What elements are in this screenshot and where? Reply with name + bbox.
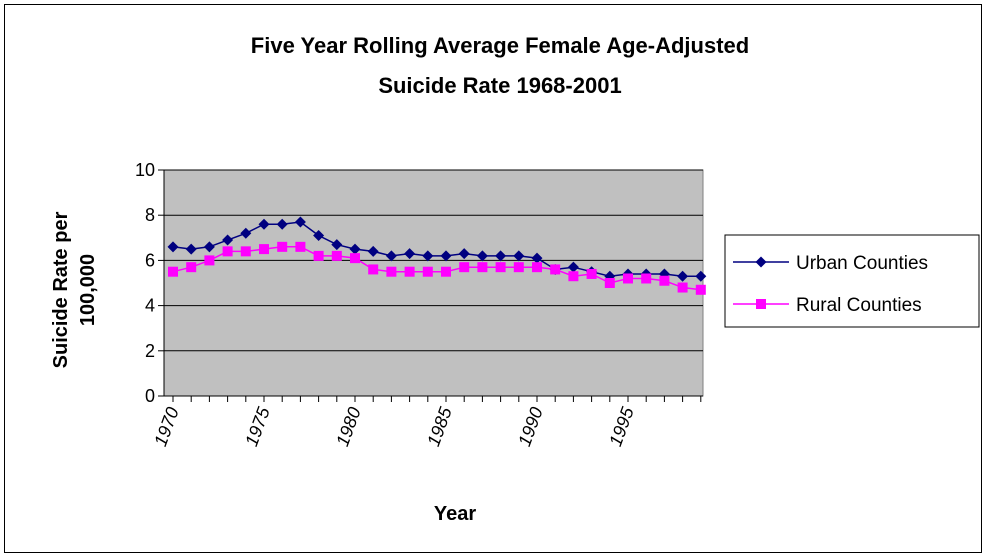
x-tick-label: 1990 xyxy=(514,405,546,449)
rural-data-point xyxy=(240,246,251,257)
urban-data-point xyxy=(422,250,434,262)
rural-data-point xyxy=(641,273,652,284)
rural-data-point xyxy=(513,262,524,273)
urban-data-point xyxy=(167,241,179,253)
rural-data-point xyxy=(277,241,288,252)
rural-data-point xyxy=(295,241,306,252)
y-axis-title-line2: 100,000 xyxy=(77,254,99,326)
legend-urban-label: Urban Counties xyxy=(796,253,928,274)
urban-data-point xyxy=(185,243,197,255)
rural-data-point xyxy=(550,264,561,275)
urban-data-point xyxy=(458,248,470,260)
rural-data-point xyxy=(495,262,506,273)
urban-data-point xyxy=(567,261,579,273)
rural-data-point xyxy=(404,266,415,277)
urban-data-point xyxy=(695,270,707,282)
x-tick-label: 1985 xyxy=(423,404,456,449)
urban-data-point xyxy=(404,248,416,260)
rural-data-point xyxy=(186,262,197,273)
chart-title-line1: Five Year Rolling Average Female Age-Adj… xyxy=(251,33,749,58)
rural-data-point xyxy=(168,266,178,277)
rural-data-point xyxy=(568,271,579,282)
urban-data-point xyxy=(367,245,379,257)
legend-urban-diamond-icon xyxy=(755,256,767,268)
urban-data-point xyxy=(258,218,270,230)
urban-data-point xyxy=(476,250,488,262)
rural-data-point xyxy=(386,266,397,277)
urban-data-point xyxy=(513,250,525,262)
urban-data-point xyxy=(495,250,507,262)
rural-data-point xyxy=(604,278,615,288)
rural-data-point xyxy=(422,266,433,277)
chart-title-line2: Suicide Rate 1968-2001 xyxy=(378,73,621,98)
plot-area: 0 2 4 6 8 10 1970 1975 1980 1985 1990 1995 xyxy=(135,160,707,449)
urban-data-point xyxy=(677,270,689,282)
urban-data-point xyxy=(313,230,325,242)
rural-data-point xyxy=(659,275,670,286)
rural-data-point xyxy=(586,268,597,279)
y-tick-label: 0 xyxy=(145,386,155,406)
x-tick-label: 1980 xyxy=(332,405,364,449)
rural-data-point xyxy=(623,273,633,284)
rural-data-point xyxy=(441,266,451,277)
rural-data-point xyxy=(695,284,706,295)
plot-background xyxy=(163,169,704,397)
urban-data-point xyxy=(294,216,306,228)
rural-data-point xyxy=(204,255,215,266)
rural-data-point xyxy=(259,244,269,255)
rural-data-point xyxy=(350,253,360,264)
urban-data-point xyxy=(385,250,397,262)
x-tick-label: 1995 xyxy=(605,404,638,449)
urban-data-point xyxy=(203,241,215,253)
y-tick-label: 2 xyxy=(145,341,155,361)
rural-data-point xyxy=(331,250,342,261)
rural-data-point xyxy=(313,250,324,261)
urban-data-point xyxy=(349,243,361,255)
urban-data-point xyxy=(240,227,252,239)
rural-data-point xyxy=(459,262,470,273)
urban-data-point xyxy=(331,239,343,251)
x-axis-title: Year xyxy=(434,503,476,525)
rural-data-point xyxy=(222,246,233,257)
legend-box xyxy=(724,234,980,328)
y-tick-label: 8 xyxy=(145,205,155,225)
y-tick-label: 4 xyxy=(145,296,155,316)
urban-data-point xyxy=(276,218,288,230)
y-tick-label: 6 xyxy=(145,250,155,270)
urban-data-point xyxy=(440,250,452,262)
urban-data-point xyxy=(222,234,234,246)
urban-data-point xyxy=(531,252,543,264)
legend-rural-label: Rural Counties xyxy=(796,295,922,316)
legend: Urban Counties Rural Counties xyxy=(724,234,980,328)
y-axis-title-line1: Suicide Rate per xyxy=(50,211,72,368)
rural-data-point xyxy=(477,262,488,273)
rural-data-point xyxy=(677,282,688,293)
rural-data-point xyxy=(368,264,379,275)
y-tick-label: 10 xyxy=(135,160,155,180)
rural-data-point xyxy=(532,262,542,273)
x-tick-label: 1975 xyxy=(241,404,274,449)
x-tick-label: 1970 xyxy=(150,405,182,449)
legend-rural-square-icon xyxy=(756,299,766,309)
